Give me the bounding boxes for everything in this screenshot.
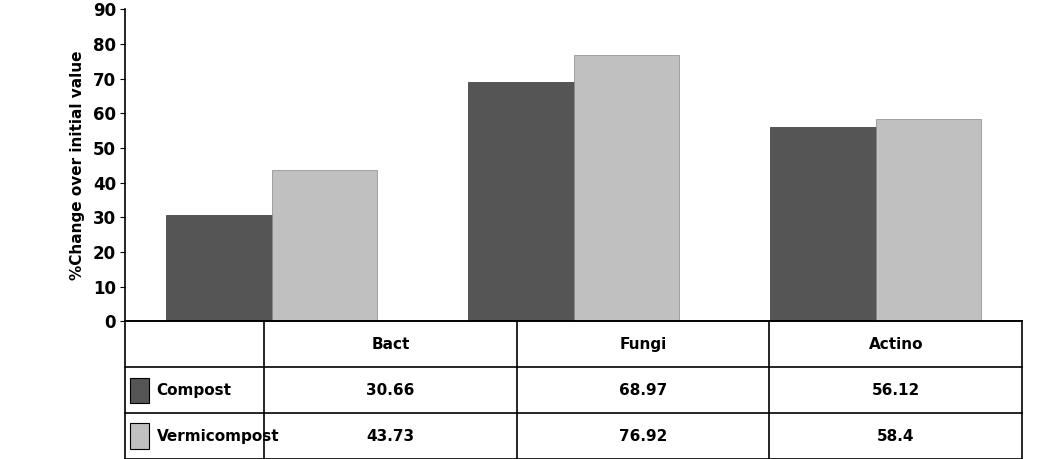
Bar [574, 55, 679, 321]
Text: Actino: Actino [869, 337, 923, 352]
Text: 76.92: 76.92 [618, 429, 668, 443]
Text: 30.66: 30.66 [366, 383, 415, 397]
Text: Bact: Bact [371, 337, 410, 352]
Bar [271, 170, 378, 321]
Text: Compost: Compost [156, 383, 232, 397]
Text: 43.73: 43.73 [366, 429, 414, 443]
Text: Fungi: Fungi [620, 337, 666, 352]
Text: Vermicompost: Vermicompost [156, 429, 280, 443]
Text: 56.12: 56.12 [872, 383, 920, 397]
Y-axis label: %Change over initial value: %Change over initial value [70, 50, 84, 280]
Text: 58.4: 58.4 [877, 429, 915, 443]
Text: 68.97: 68.97 [620, 383, 668, 397]
Bar [468, 82, 574, 321]
FancyBboxPatch shape [129, 423, 149, 449]
FancyBboxPatch shape [129, 377, 149, 403]
Bar [166, 215, 271, 321]
Bar [770, 127, 876, 321]
Bar [876, 119, 981, 321]
